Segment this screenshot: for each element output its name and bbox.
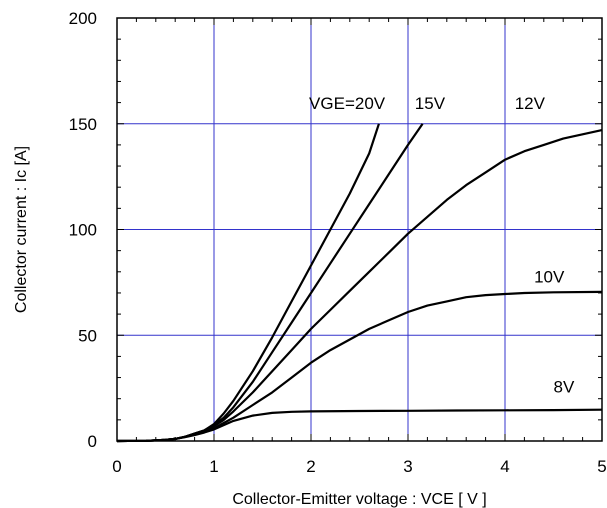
- curve-labels: VGE=20V 15V 12V 10V 8V: [309, 94, 575, 396]
- y-axis-title: Collector current : Ic [A]: [13, 146, 30, 313]
- y-tick-label: 0: [88, 432, 97, 451]
- y-tick-label: 100: [69, 221, 97, 240]
- x-tick-label: 1: [209, 457, 218, 476]
- series-line: [116, 408, 603, 443]
- curve-label: 12V: [515, 94, 546, 113]
- x-tick-label: 3: [403, 457, 412, 476]
- series-line: [116, 290, 603, 443]
- curve-label: 8V: [554, 377, 575, 396]
- series-line: [116, 123, 380, 443]
- axis-ticks: [116, 17, 603, 442]
- y-tick-label: 50: [78, 326, 97, 345]
- curve-label: 10V: [534, 267, 565, 286]
- x-tick-label: 0: [112, 457, 121, 476]
- series-line: [116, 129, 603, 443]
- x-tick-label: 2: [306, 457, 315, 476]
- series-lines: [116, 123, 603, 443]
- x-axis-title: Collector-Emitter voltage : VCE [ V ]: [232, 491, 486, 508]
- x-tick-label: 4: [500, 457, 509, 476]
- curve-label: 15V: [415, 94, 446, 113]
- y-tick-label: 150: [69, 115, 97, 134]
- curve-label: VGE=20V: [309, 94, 386, 113]
- grid-lines: [117, 18, 602, 441]
- y-tick-label: 200: [69, 9, 97, 28]
- x-tick-label: 5: [597, 457, 606, 476]
